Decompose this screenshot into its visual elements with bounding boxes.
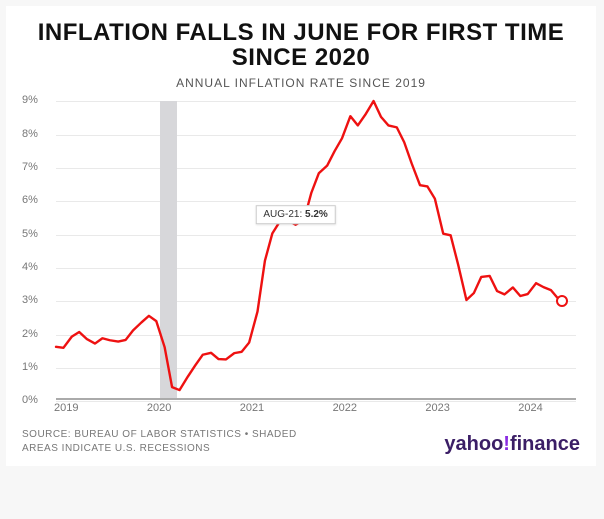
plot-area: AUG-21: 5.2% [56, 100, 576, 400]
y-tick-label: 6% [22, 194, 56, 206]
chart-title: INFLATION FALLS IN JUNE FOR FIRST TIME S… [22, 20, 580, 70]
logo-yahoo: yahoo [444, 433, 503, 455]
y-tick-label: 3% [22, 294, 56, 306]
y-tick-label: 8% [22, 128, 56, 140]
x-axis: 2019 2020 2021 2022 2023 2024 [56, 402, 576, 420]
chart-subtitle: ANNUAL INFLATION RATE SINCE 2019 [22, 76, 580, 90]
x-tick-label: 2019 [54, 402, 78, 414]
y-tick-label: 2% [22, 328, 56, 340]
logo-bang: ! [503, 433, 510, 455]
x-tick-label: 2024 [518, 402, 542, 414]
y-tick-label: 4% [22, 261, 56, 273]
chart-area: 0%1%2%3%4%5%6%7%8%9%AUG-21: 5.2%20192020… [22, 100, 580, 420]
x-tick-label: 2023 [425, 402, 449, 414]
logo-finance: finance [510, 433, 580, 455]
end-marker [556, 295, 568, 307]
yahoo-finance-logo: yahoo!finance [444, 433, 580, 456]
tooltip-date: AUG-21: [263, 209, 302, 220]
x-tick-label: 2022 [333, 402, 357, 414]
chart-footer: SOURCE: BUREAU OF LABOR STATISTICS • SHA… [22, 428, 580, 456]
y-tick-label: 7% [22, 161, 56, 173]
x-tick-label: 2021 [240, 402, 264, 414]
hover-tooltip: AUG-21: 5.2% [255, 205, 335, 224]
y-tick-label: 1% [22, 361, 56, 373]
source-text: SOURCE: BUREAU OF LABOR STATISTICS • SHA… [22, 428, 322, 456]
chart-card: INFLATION FALLS IN JUNE FOR FIRST TIME S… [6, 6, 596, 466]
y-tick-label: 5% [22, 228, 56, 240]
y-tick-label: 0% [22, 394, 56, 406]
tooltip-value: 5.2% [305, 209, 328, 220]
x-tick-label: 2020 [147, 402, 171, 414]
line-series [56, 101, 576, 398]
y-tick-label: 9% [22, 94, 56, 106]
y-axis: 0%1%2%3%4%5%6%7%8%9% [22, 100, 56, 400]
